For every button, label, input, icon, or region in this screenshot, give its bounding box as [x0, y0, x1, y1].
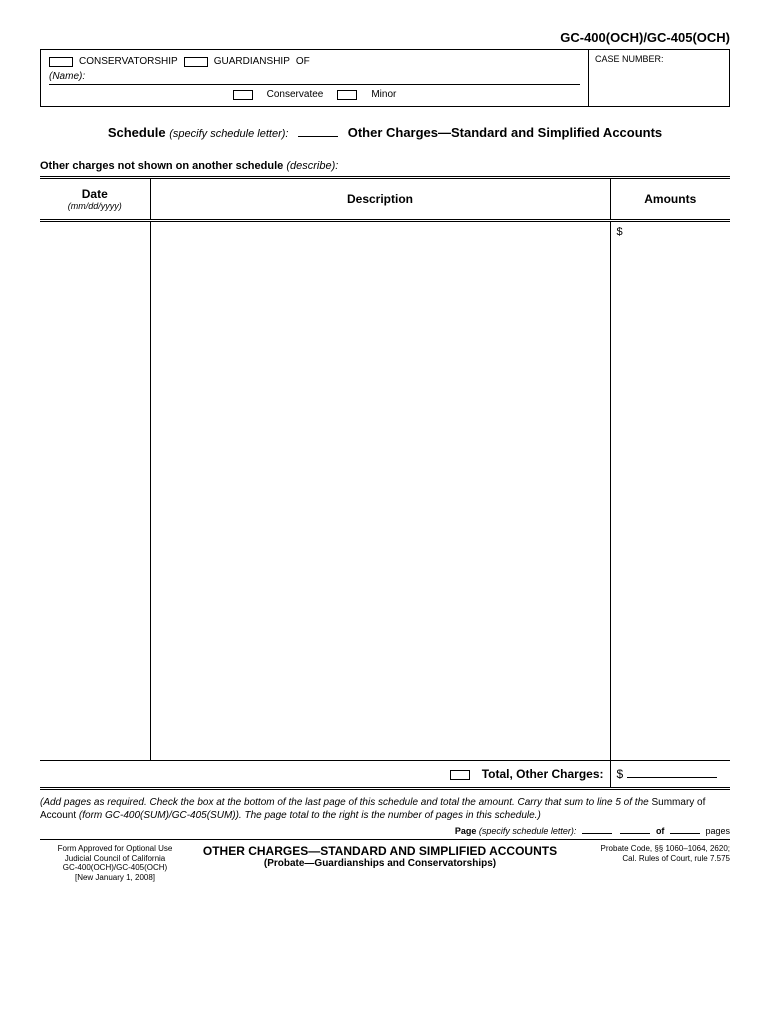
conservatee-checkbox[interactable]: [233, 90, 253, 100]
desc-header: Description: [150, 178, 610, 221]
type-checkbox-row: CONSERVATORSHIP GUARDIANSHIP OF: [49, 56, 580, 67]
table-body-row: $: [40, 221, 730, 761]
footer-left-3: GC-400(OCH)/GC-405(OCH): [40, 863, 190, 873]
date-sub-text: (mm/dd/yyyy): [46, 201, 144, 211]
guardianship-label: GUARDIANSHIP: [214, 56, 290, 67]
header-box: CONSERVATORSHIP GUARDIANSHIP OF (Name): …: [40, 49, 730, 107]
page-of-label: of: [656, 826, 665, 836]
header-left: CONSERVATORSHIP GUARDIANSHIP OF (Name): …: [41, 50, 589, 106]
footer-title: OTHER CHARGES—STANDARD AND SIMPLIFIED AC…: [190, 844, 570, 858]
date-header: Date (mm/dd/yyyy): [40, 178, 150, 221]
conservatorship-label: CONSERVATORSHIP: [79, 56, 178, 67]
describe-row: Other charges not shown on another sched…: [40, 160, 730, 172]
schedule-specify: (specify schedule letter):: [169, 128, 288, 140]
amt-cell[interactable]: $: [610, 221, 730, 761]
name-row: (Name):: [49, 71, 580, 85]
footer-center: OTHER CHARGES—STANDARD AND SIMPLIFIED AC…: [190, 844, 570, 869]
total-label: Total, Other Charges:: [482, 767, 604, 781]
case-number-box: CASE NUMBER:: [589, 50, 729, 106]
table-header-row: Date (mm/dd/yyyy) Description Amounts: [40, 178, 730, 221]
footer-right-1: Probate Code, §§ 1060–1064, 2620;: [570, 844, 730, 854]
total-dollar: $: [617, 767, 624, 781]
instruction-p3: (form GC-400(SUM)/GC-405(SUM)). The page…: [79, 810, 541, 821]
describe-main: Other charges not shown on another sched…: [40, 160, 283, 172]
date-header-text: Date: [82, 187, 108, 201]
schedule-title: Other Charges—Standard and Simplified Ac…: [348, 125, 662, 140]
guardianship-checkbox[interactable]: [184, 57, 208, 67]
footer-left-1: Form Approved for Optional Use: [40, 844, 190, 854]
schedule-letter-blank[interactable]: [298, 136, 338, 137]
amt-header: Amounts: [610, 178, 730, 221]
footer-left-2: Judicial Council of California: [40, 854, 190, 864]
of-label: OF: [296, 56, 310, 67]
footer-right: Probate Code, §§ 1060–1064, 2620; Cal. R…: [570, 844, 730, 863]
page-row: Page (specify schedule letter): of pages: [40, 826, 730, 840]
page-total-blank[interactable]: [670, 833, 700, 834]
page-label: Page: [455, 826, 477, 836]
footer-left: Form Approved for Optional Use Judicial …: [40, 844, 190, 882]
desc-cell[interactable]: [150, 221, 610, 761]
charges-table: Date (mm/dd/yyyy) Description Amounts $ …: [40, 176, 730, 790]
footer-right-2: Cal. Rules of Court, rule 7.575: [570, 854, 730, 864]
date-cell[interactable]: [40, 221, 150, 761]
describe-sub: (describe):: [286, 160, 338, 172]
schedule-label: Schedule: [108, 125, 166, 140]
footer: Form Approved for Optional Use Judicial …: [40, 844, 730, 882]
total-label-cell: Total, Other Charges:: [40, 761, 610, 789]
page-num-blank[interactable]: [620, 833, 650, 834]
minor-checkbox[interactable]: [337, 90, 357, 100]
page-letter-blank[interactable]: [582, 833, 612, 834]
schedule-row: Schedule (specify schedule letter): Othe…: [40, 125, 730, 140]
case-number-label: CASE NUMBER:: [595, 54, 664, 64]
total-amt-cell: $: [610, 761, 730, 789]
conservatee-label: Conservatee: [267, 89, 324, 100]
total-amount-blank[interactable]: [627, 777, 717, 778]
form-code: GC-400(OCH)/GC-405(OCH): [40, 30, 730, 45]
total-checkbox[interactable]: [450, 770, 470, 780]
sub-checkbox-row: Conservatee Minor: [49, 89, 580, 100]
minor-label: Minor: [371, 89, 396, 100]
instruction-text: (Add pages as required. Check the box at…: [40, 796, 730, 822]
total-row: Total, Other Charges: $: [40, 761, 730, 789]
conservatorship-checkbox[interactable]: [49, 57, 73, 67]
footer-sub: (Probate—Guardianships and Conservatorsh…: [190, 858, 570, 869]
instruction-p1: (Add pages as required. Check the box at…: [40, 797, 651, 808]
footer-left-4: [New January 1, 2008]: [40, 873, 190, 883]
page-specify: (specify schedule letter):: [479, 826, 577, 836]
pages-label: pages: [705, 826, 730, 836]
